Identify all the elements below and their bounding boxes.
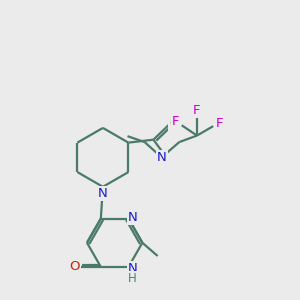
Text: N: N (98, 187, 107, 200)
Text: F: F (172, 115, 179, 128)
Text: N: N (157, 151, 166, 164)
Text: H: H (128, 272, 137, 285)
Text: O: O (69, 260, 80, 273)
Text: N: N (128, 211, 137, 224)
Text: N: N (128, 262, 137, 275)
Text: O: O (169, 117, 180, 130)
Text: F: F (216, 117, 224, 130)
Text: F: F (193, 104, 201, 117)
